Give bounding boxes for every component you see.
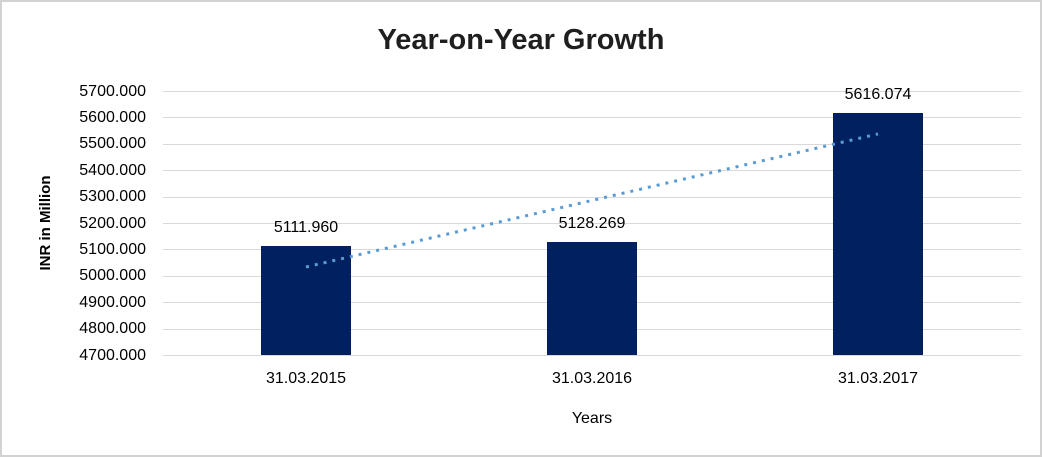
y-tick-label: 5300.000 [79,188,146,206]
y-tick-label: 4800.000 [79,320,146,338]
chart-title: Year-on-Year Growth [377,24,665,56]
plot-area: 5111.960 5128.269 5616.074 [163,86,1021,356]
bar-data-label: 5128.269 [558,214,626,232]
x-axis-title: Years [571,410,613,427]
x-tick-label: 31.03.2015 [265,370,347,387]
x-tick-label: 31.03.2016 [551,370,633,387]
y-tick-label: 5600.000 [79,108,146,126]
y-tick-label: 5500.000 [79,135,146,153]
x-tick-label: 31.03.2017 [837,370,919,387]
bar-data-label: 5111.960 [273,219,339,237]
y-tick-label: 4900.000 [79,293,146,311]
bar-31.03.2016 [547,241,637,355]
y-tick-label: 5200.000 [79,214,146,232]
y-tick-label: 5700.000 [79,82,146,100]
bar-data-label: 5616.074 [844,86,912,104]
y-tick-label: 4700.000 [79,346,146,364]
y-tick-label: 5000.000 [79,267,146,285]
y-tick-label: 5400.000 [79,161,146,179]
bar-31.03.2017 [833,113,923,355]
bar-31.03.2015 [261,246,351,355]
y-tick-label: 5100.000 [79,240,146,258]
